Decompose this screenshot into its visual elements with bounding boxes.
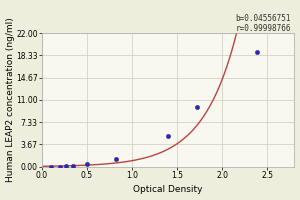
Point bbox=[64, 165, 69, 168]
X-axis label: Optical Density: Optical Density bbox=[134, 185, 203, 194]
Point bbox=[85, 163, 89, 166]
Point bbox=[195, 106, 200, 109]
Point bbox=[71, 164, 76, 167]
Point bbox=[49, 165, 53, 168]
Y-axis label: Human LEAP2 concentration (ng/ml): Human LEAP2 concentration (ng/ml) bbox=[6, 18, 15, 182]
Point bbox=[166, 135, 171, 138]
Point bbox=[254, 51, 259, 54]
Text: b=0.04556751
r=0.99998766: b=0.04556751 r=0.99998766 bbox=[236, 14, 291, 33]
Point bbox=[58, 165, 62, 168]
Point bbox=[113, 158, 118, 161]
